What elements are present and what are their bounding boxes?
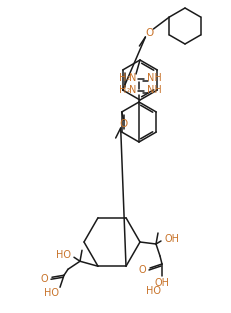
Text: NH: NH bbox=[146, 73, 161, 83]
Text: O: O bbox=[145, 28, 153, 38]
Text: HO: HO bbox=[56, 250, 71, 260]
Text: O: O bbox=[119, 119, 127, 129]
Text: ₂: ₂ bbox=[126, 85, 129, 95]
Text: H: H bbox=[119, 73, 126, 83]
Text: OH: OH bbox=[154, 278, 169, 288]
Text: OH: OH bbox=[164, 234, 179, 244]
Text: HO: HO bbox=[44, 288, 59, 298]
Text: O: O bbox=[138, 265, 145, 275]
Text: NH: NH bbox=[146, 85, 161, 95]
Text: H: H bbox=[119, 85, 126, 95]
Text: ₂: ₂ bbox=[126, 74, 129, 83]
Text: HO: HO bbox=[146, 286, 161, 296]
Text: N: N bbox=[129, 85, 136, 95]
Text: O: O bbox=[40, 274, 48, 284]
Text: N: N bbox=[129, 73, 136, 83]
